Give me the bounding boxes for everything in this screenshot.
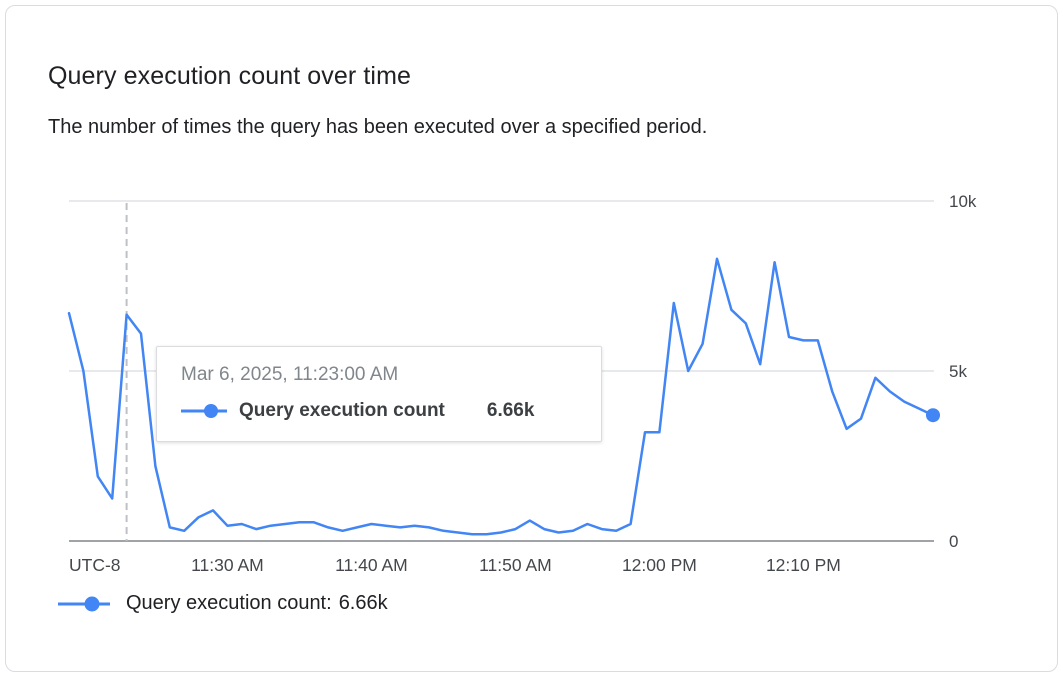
x-axis-tick-label: 11:40 AM (335, 555, 408, 575)
x-axis-tick-label: 11:30 AM (191, 555, 264, 575)
series-end-dot (926, 408, 940, 423)
x-axis-tick-label: 12:00 PM (622, 555, 697, 575)
page-subtitle: The number of times the query has been e… (48, 116, 708, 138)
tooltip-value: 6.66k (486, 400, 535, 421)
legend-marker-icon (58, 596, 110, 611)
legend-value: 6.66k (338, 592, 388, 614)
x-axis-tick-label: 11:50 AM (479, 555, 552, 575)
chart-tooltip: Mar 6, 2025, 11:23:00 AM Query execution… (156, 346, 602, 442)
chart-canvas[interactable]: 0 5k 10k 11:30 AM 11:40 AM 11:50 AM 12:00 PM 12… (34, 189, 1044, 589)
tooltip-timestamp: Mar 6, 2025, 11:23:00 AM (181, 364, 399, 385)
x-axis-utc-label: UTC-8 (69, 555, 121, 575)
legend-label: Query execution count: (126, 592, 332, 614)
y-axis-tick-label: 10k (949, 192, 977, 211)
tooltip-series-label: Query execution count (239, 400, 445, 421)
x-axis-tick-label: 12:10 PM (766, 555, 841, 575)
y-axis-tick-label: 0 (949, 532, 958, 551)
page-title: Query execution count over time (48, 62, 411, 90)
tooltip-series-row: Query execution count 6.66k (181, 400, 577, 422)
series-marker-icon (181, 404, 227, 418)
y-axis-tick-label: 5k (949, 362, 967, 381)
chart-area[interactable]: 0 5k 10k 11:30 AM 11:40 AM 11:50 AM 12:00 PM 12… (34, 189, 1044, 589)
chart-card: Query execution count over time The numb… (5, 5, 1058, 672)
legend-item[interactable]: Query execution count: 6.66k (58, 592, 388, 615)
series-line (67, 257, 935, 536)
chart-legend: Query execution count: 6.66k (58, 592, 388, 615)
